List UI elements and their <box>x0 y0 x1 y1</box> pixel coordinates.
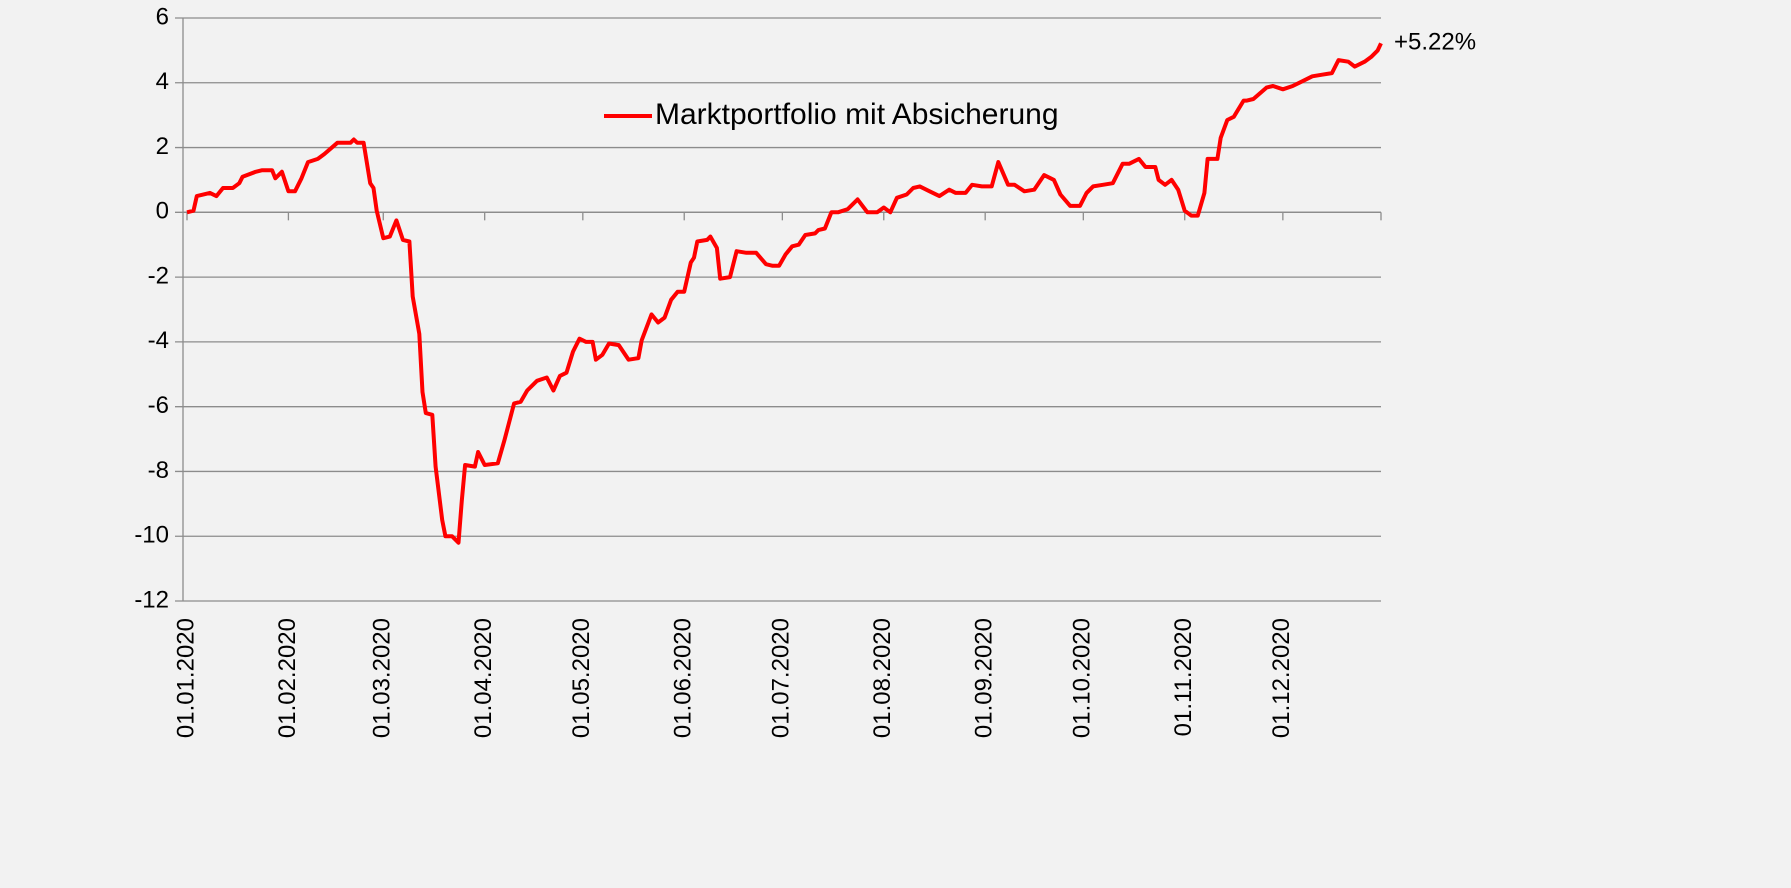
x-tick-label: 01.04.2020 <box>470 618 497 738</box>
y-tick-label: -4 <box>148 327 169 354</box>
x-tick-label: 01.08.2020 <box>869 618 896 738</box>
x-tick-label: 01.10.2020 <box>1069 618 1096 738</box>
annotation: +5.22% <box>1394 28 1476 55</box>
y-tick-label: -6 <box>148 392 169 419</box>
x-tick-label: 01.01.2020 <box>172 618 199 738</box>
x-tick-label: 01.07.2020 <box>768 618 795 738</box>
x-tick-label: 01.05.2020 <box>568 618 595 738</box>
y-tick-label: -2 <box>148 262 169 289</box>
x-tick-label: 01.12.2020 <box>1268 618 1295 738</box>
y-tick-label: 2 <box>156 133 169 160</box>
legend-label: Marktportfolio mit Absicherung <box>655 98 1059 131</box>
y-tick-label: 4 <box>156 68 169 95</box>
x-tick-label: 01.03.2020 <box>369 618 396 738</box>
x-tick-label: 01.06.2020 <box>670 618 697 738</box>
y-tick-label: 0 <box>156 198 169 225</box>
x-tick-label: 01.11.2020 <box>1170 618 1197 736</box>
y-tick-label: -12 <box>134 586 169 613</box>
data-line <box>186 42 1383 545</box>
x-tick-label: 01.09.2020 <box>971 618 998 738</box>
y-tick-label: 6 <box>156 3 169 30</box>
y-tick-label: -10 <box>134 522 169 549</box>
x-tick-label: 01.02.2020 <box>274 618 301 738</box>
y-tick-label: -8 <box>148 457 169 484</box>
